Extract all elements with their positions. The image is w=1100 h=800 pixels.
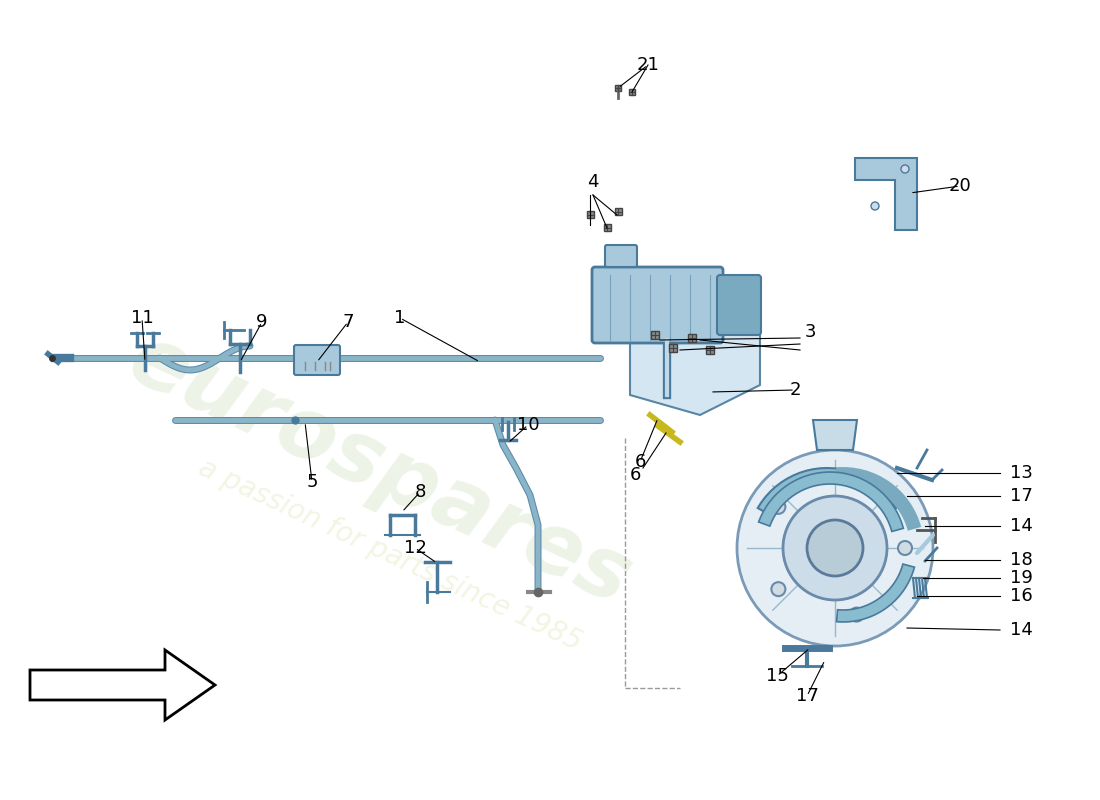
Text: 21: 21: [637, 56, 659, 74]
Text: 1: 1: [394, 309, 406, 327]
Bar: [615, 85, 622, 91]
Text: 14: 14: [1010, 621, 1033, 639]
Bar: [615, 208, 622, 215]
Circle shape: [849, 607, 864, 622]
FancyBboxPatch shape: [294, 345, 340, 375]
Text: 4: 4: [587, 173, 598, 191]
Text: 6: 6: [635, 453, 646, 471]
Text: 8: 8: [415, 483, 426, 501]
Bar: [651, 331, 659, 339]
Text: 17: 17: [1010, 487, 1033, 505]
Bar: [604, 224, 611, 231]
Polygon shape: [759, 472, 903, 531]
Text: 17: 17: [795, 687, 818, 705]
Circle shape: [783, 496, 887, 600]
Polygon shape: [855, 158, 917, 230]
Circle shape: [849, 474, 864, 489]
Text: a passion for parts since 1985: a passion for parts since 1985: [194, 454, 586, 656]
Text: 10: 10: [517, 416, 539, 434]
FancyBboxPatch shape: [717, 275, 761, 335]
Text: 9: 9: [256, 313, 267, 331]
Circle shape: [737, 450, 933, 646]
Text: 11: 11: [131, 309, 153, 327]
Text: 3: 3: [804, 323, 816, 341]
Bar: [688, 334, 696, 342]
Text: 19: 19: [1010, 569, 1033, 587]
Circle shape: [901, 165, 909, 173]
Text: 15: 15: [766, 667, 789, 685]
FancyBboxPatch shape: [605, 245, 637, 267]
Text: 18: 18: [1010, 551, 1033, 569]
FancyBboxPatch shape: [592, 267, 723, 343]
Bar: [706, 346, 714, 354]
Text: 20: 20: [948, 177, 971, 195]
Circle shape: [871, 202, 879, 210]
Bar: [669, 344, 676, 352]
Bar: [587, 211, 594, 218]
Text: 14: 14: [1010, 517, 1033, 535]
Text: 2: 2: [790, 381, 801, 399]
Text: 6: 6: [629, 466, 640, 484]
Circle shape: [807, 520, 864, 576]
Text: 16: 16: [1010, 587, 1033, 605]
Bar: [629, 89, 635, 95]
Polygon shape: [837, 564, 914, 622]
Circle shape: [771, 582, 785, 596]
Polygon shape: [630, 295, 760, 415]
Text: eurospares: eurospares: [116, 318, 645, 622]
Text: 12: 12: [404, 539, 427, 557]
Circle shape: [771, 500, 785, 514]
Text: 13: 13: [1010, 464, 1033, 482]
Circle shape: [898, 541, 912, 555]
Polygon shape: [30, 650, 214, 720]
Polygon shape: [758, 468, 896, 514]
Text: 7: 7: [342, 313, 354, 331]
Text: 5: 5: [306, 473, 318, 491]
Polygon shape: [813, 420, 857, 450]
